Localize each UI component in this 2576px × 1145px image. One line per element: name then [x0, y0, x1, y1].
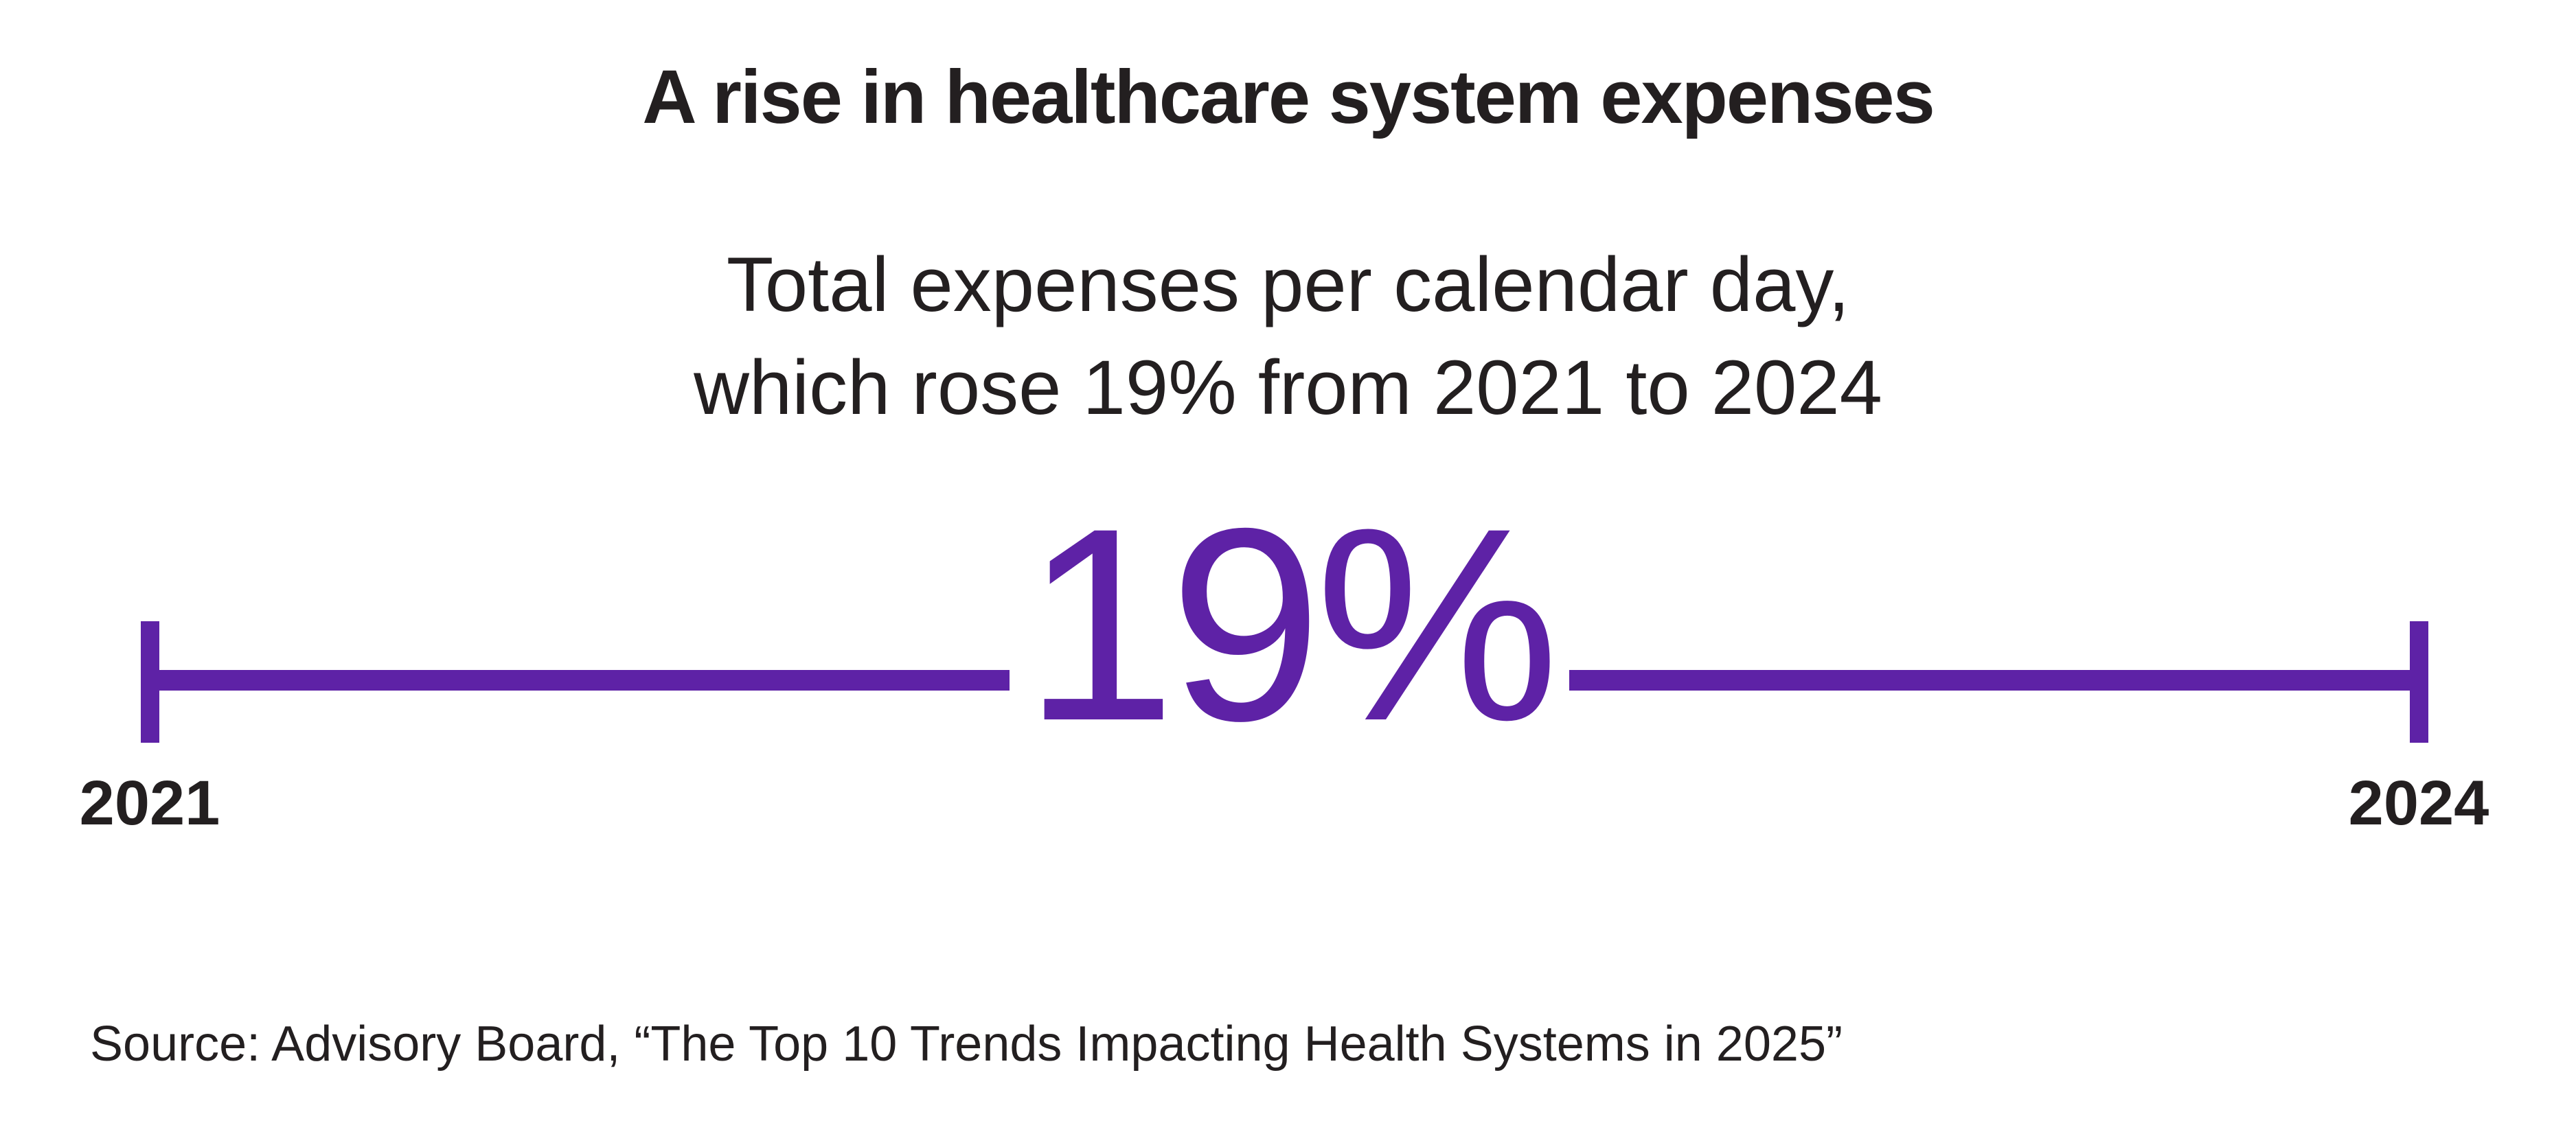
timeline-line-left: [141, 670, 1010, 691]
subtitle-line-2: which rose 19% from 2021 to 2024: [694, 345, 1882, 430]
source-note: Source: Advisory Board, “The Top 10 Tren…: [90, 1017, 1843, 1072]
timeline-line-right: [1569, 670, 2428, 691]
value-label: 19%: [1023, 471, 1560, 778]
start-year-label: 2021: [79, 768, 220, 838]
end-year-label: 2024: [2348, 768, 2489, 838]
subtitle-line-1: Total expenses per calendar day,: [726, 242, 1850, 327]
chart-title: A rise in healthcare system expenses: [642, 55, 1935, 139]
end-tick: [2410, 621, 2428, 743]
